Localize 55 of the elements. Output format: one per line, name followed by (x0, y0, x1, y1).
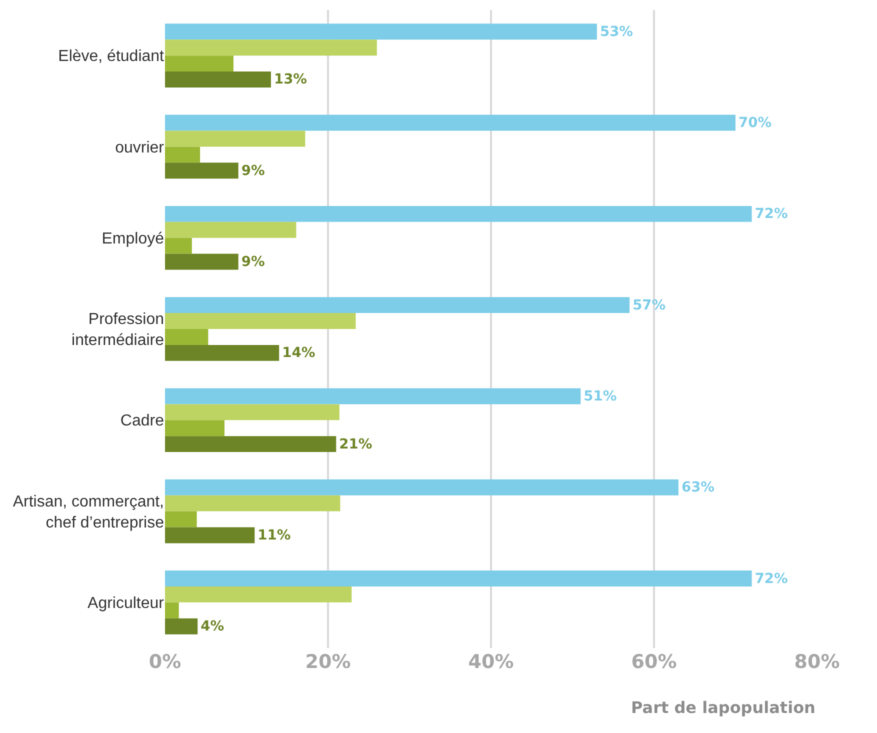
bar (165, 618, 198, 634)
bar (165, 114, 736, 131)
y-tick-label: Employé (102, 230, 164, 248)
bar (165, 602, 179, 618)
bar (165, 24, 597, 40)
data-label: 9% (241, 254, 265, 270)
bar (165, 388, 581, 404)
data-label: 57% (632, 297, 666, 314)
data-label: 21% (339, 436, 372, 452)
y-tick-label: Profession intermédiaire (72, 311, 164, 349)
bar (165, 495, 340, 512)
y-tick-label: Agriculteur (88, 595, 165, 612)
bar (165, 420, 224, 436)
bar (165, 344, 280, 361)
data-label: 70% (738, 115, 772, 132)
data-label: 11% (258, 527, 291, 544)
bar (165, 206, 752, 222)
bar (165, 511, 197, 528)
data-label: 13% (274, 72, 308, 88)
bar (165, 436, 336, 452)
x-tick-label: 0% (148, 651, 182, 673)
bar (165, 297, 630, 314)
bar (165, 238, 192, 254)
data-label: 14% (282, 345, 316, 362)
bar (165, 479, 678, 496)
bar (165, 527, 255, 544)
bar (165, 162, 238, 179)
data-label: 63% (681, 480, 715, 496)
x-tick-label: 40% (468, 651, 514, 673)
bar (165, 40, 377, 56)
y-tick-label: ouvrier (115, 139, 165, 156)
y-tick-label: Cadre (120, 412, 164, 430)
bar (165, 329, 208, 345)
bar (165, 146, 200, 163)
bar (165, 570, 752, 586)
x-tick-label: 80% (794, 651, 840, 673)
bar (165, 586, 352, 602)
data-label: 72% (754, 206, 788, 222)
bar (165, 72, 271, 88)
x-tick-label: 20% (305, 651, 351, 673)
bar (165, 130, 306, 147)
data-label: 4% (200, 618, 224, 635)
bar (165, 404, 340, 420)
x-tick-label: 60% (631, 651, 677, 673)
data-label: 9% (241, 162, 265, 179)
data-label: 72% (754, 570, 788, 587)
y-tick-label: Elève, étudiant (58, 48, 165, 66)
y-tick-label: Artisan, commerçant, chef d’entreprise (12, 493, 164, 532)
data-label: 51% (584, 388, 617, 404)
bar (165, 313, 356, 329)
x-axis-title: Part de lapopulation (631, 698, 816, 717)
bar (165, 56, 234, 72)
bar (165, 254, 238, 270)
data-label: 53% (600, 24, 634, 40)
bar (165, 222, 296, 238)
